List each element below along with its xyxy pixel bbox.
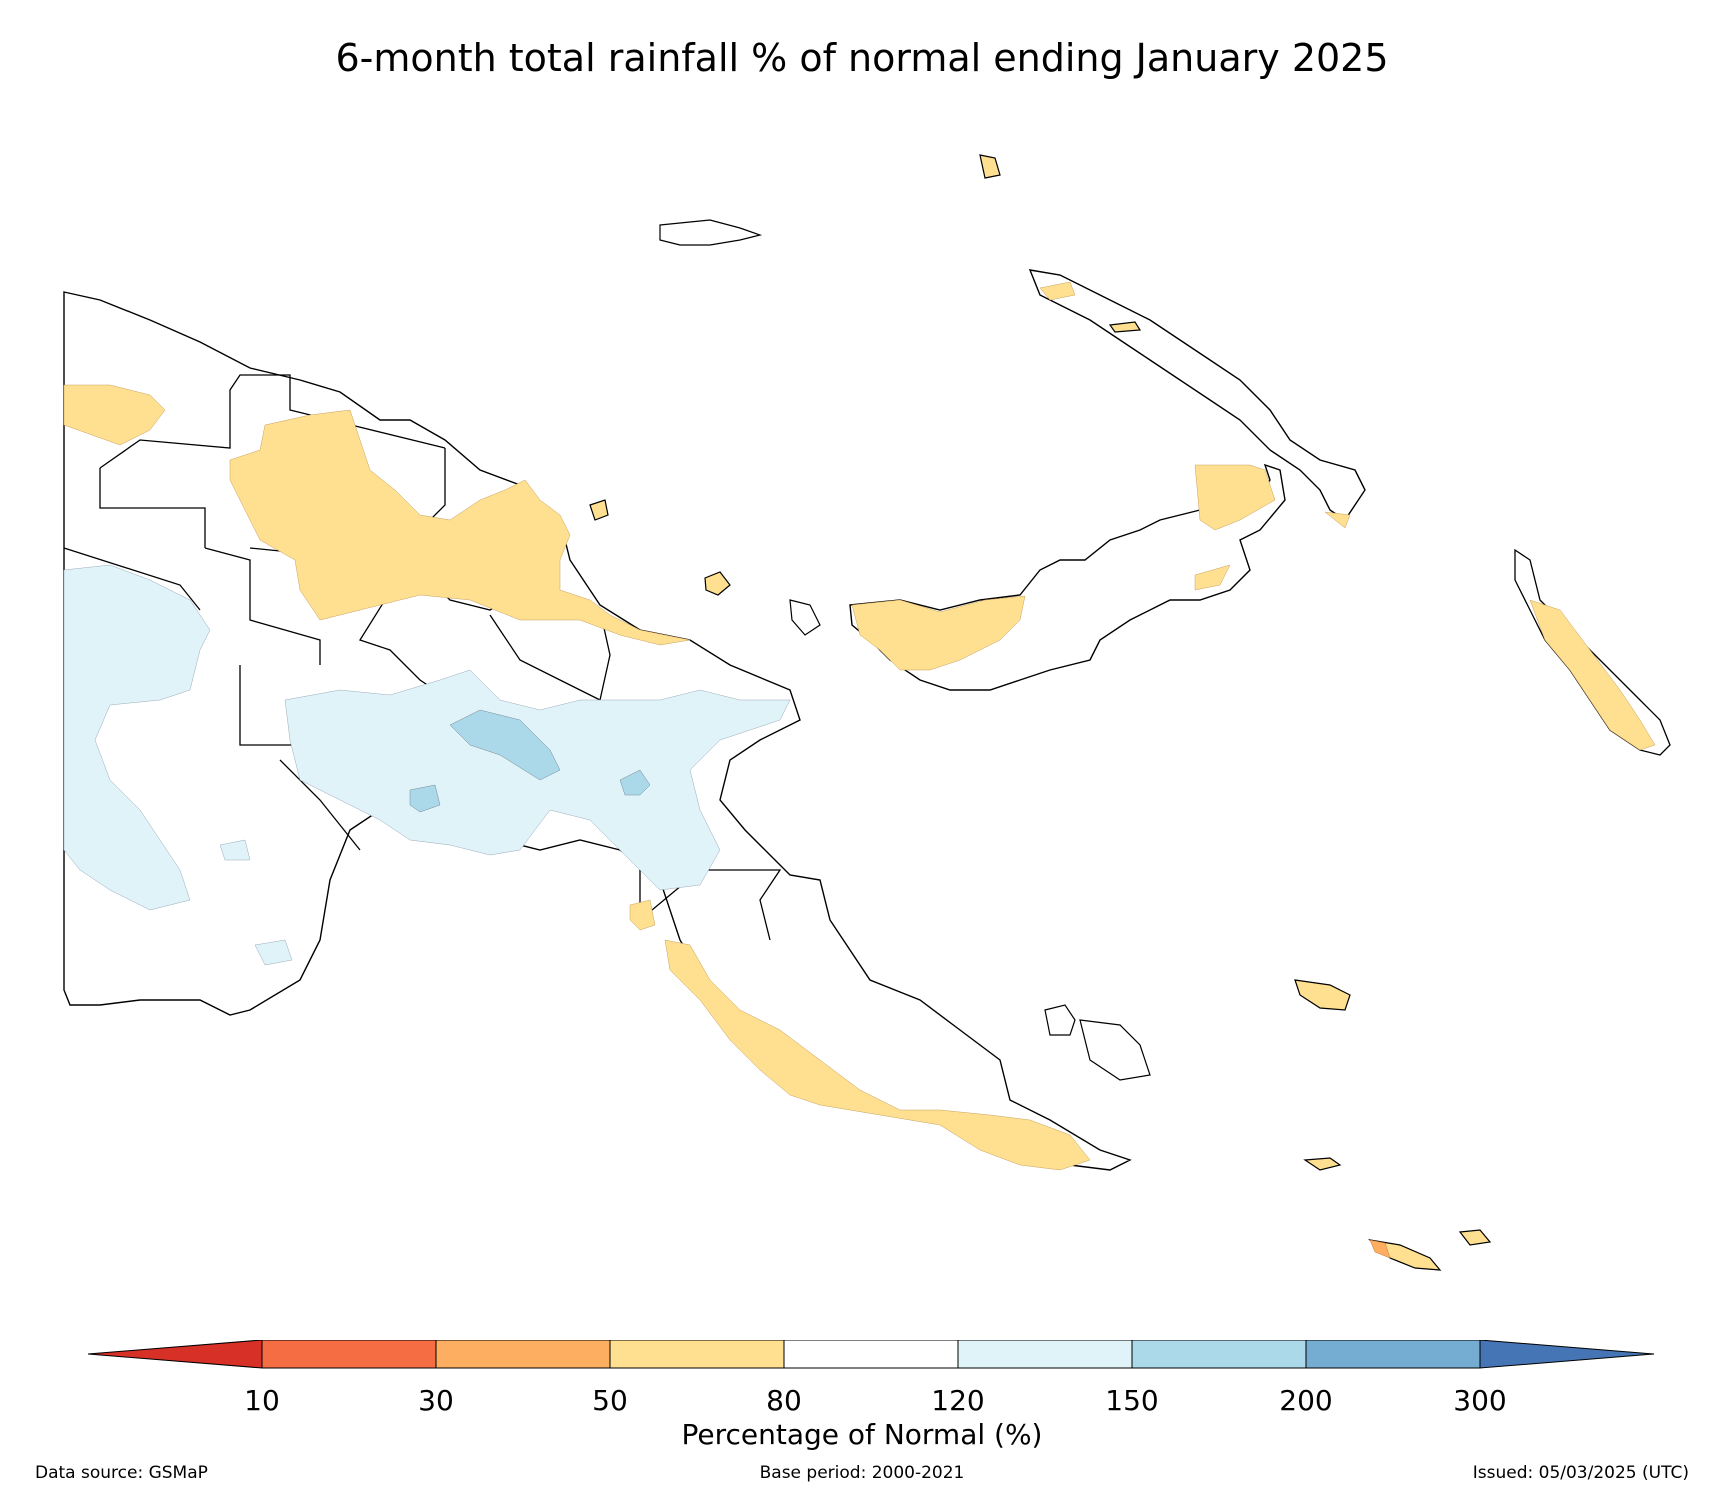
colorbar-80-120 <box>783 1340 959 1369</box>
colorbar-tick: 120 <box>931 1384 985 1417</box>
colorbar-label: Percentage of Normal (%) <box>681 1418 1043 1451</box>
island-fergusson <box>1079 1019 1151 1081</box>
rainfall-map <box>63 154 1671 1271</box>
island-long-dry <box>704 571 731 596</box>
new-ireland-tip-dry <box>1324 511 1351 529</box>
colorbar-below-10 <box>87 1340 263 1369</box>
colorbar-200-300 <box>1305 1340 1481 1369</box>
island-rossel-dry <box>1458 1229 1492 1246</box>
island-misima-dry <box>1303 1157 1342 1171</box>
map-title: 6-month total rainfall % of normal endin… <box>335 36 1389 80</box>
colorbar-tick: 300 <box>1453 1384 1507 1417</box>
region-west-dry <box>63 384 166 446</box>
manus-island <box>659 219 763 246</box>
bougainville-dry <box>1529 599 1656 751</box>
colorbar-tick: 30 <box>418 1384 454 1417</box>
colorbar-tick: 150 <box>1105 1384 1159 1417</box>
base-period-note: Base period: 2000-2021 <box>759 1463 965 1483</box>
issued-date-note: Issued: 05/03/2025 (UTC) <box>1472 1463 1689 1483</box>
new-britain-west-dry <box>851 595 1026 671</box>
colorbar-50-80 <box>609 1340 785 1369</box>
region-west-wet <box>63 564 211 911</box>
colorbar-tick: 200 <box>1279 1384 1333 1417</box>
colorbar-tick: 50 <box>592 1384 628 1417</box>
island-umboi <box>789 599 821 636</box>
island-goodenough <box>1044 1004 1076 1036</box>
region-wet-spot-2 <box>409 784 441 813</box>
region-central-wet <box>284 669 791 891</box>
colorbar-above-300 <box>1479 1340 1655 1369</box>
region-north-dry <box>229 409 691 646</box>
colorbar-30-50 <box>435 1340 611 1369</box>
region-southeast-dry <box>664 939 1091 1171</box>
new-britain-spot-dry <box>1194 564 1231 591</box>
island-woodlark-dry <box>1294 979 1351 1011</box>
new-ireland-dry <box>1039 281 1076 301</box>
region-central-wetter <box>449 709 561 781</box>
island-mussau-dry <box>979 154 1001 179</box>
island-sudest-moderate <box>1369 1239 1391 1259</box>
colorbar <box>87 1340 1655 1369</box>
island-new-hanover-dry <box>1108 321 1142 333</box>
colorbar-150-200 <box>1131 1340 1307 1369</box>
colorbar-tick: 80 <box>766 1384 802 1417</box>
colorbar-10-30 <box>261 1340 437 1369</box>
bougainville <box>1514 548 1671 756</box>
region-wet-spot-3 <box>219 839 251 861</box>
new-britain-east-dry <box>1194 464 1276 531</box>
region-wet-spot-4 <box>254 939 293 966</box>
region-wet-spot-1 <box>619 769 651 796</box>
colorbar-tick: 10 <box>244 1384 280 1417</box>
region-south-dry-spot <box>629 899 656 931</box>
data-source-note: Data source: GSMaP <box>35 1463 208 1483</box>
colorbar-120-150 <box>957 1340 1133 1369</box>
island-karkar-dry <box>589 499 609 521</box>
